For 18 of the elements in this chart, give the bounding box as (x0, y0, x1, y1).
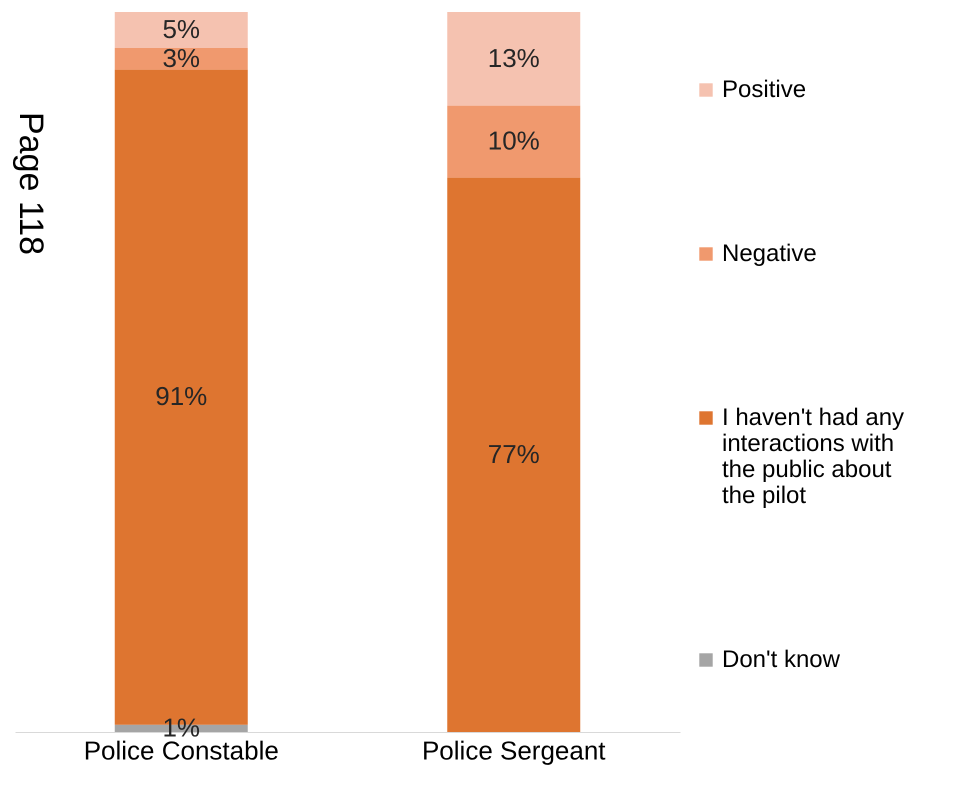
bar (114, 12, 248, 48)
data-label: 13% (488, 42, 540, 73)
bar (447, 12, 580, 106)
bar (114, 48, 248, 70)
data-label: 3% (162, 42, 200, 73)
legend-label: Negative (722, 240, 817, 267)
data-label: 10% (488, 126, 540, 156)
data-label: 91% (155, 381, 208, 412)
x-tick-label: Police Sergeant (422, 736, 606, 766)
bar (447, 106, 580, 178)
data-label: 77% (488, 438, 540, 469)
data-label: 5% (162, 14, 200, 44)
legend-label: I haven't had any interactions with the public about the pilot (722, 404, 904, 509)
annotation: Page 118 (11, 112, 50, 256)
legend-label: Positive (722, 76, 806, 103)
x-tick-label: Police Constable (84, 736, 279, 766)
bar (447, 178, 580, 732)
legend-label: Don't know (722, 646, 841, 673)
